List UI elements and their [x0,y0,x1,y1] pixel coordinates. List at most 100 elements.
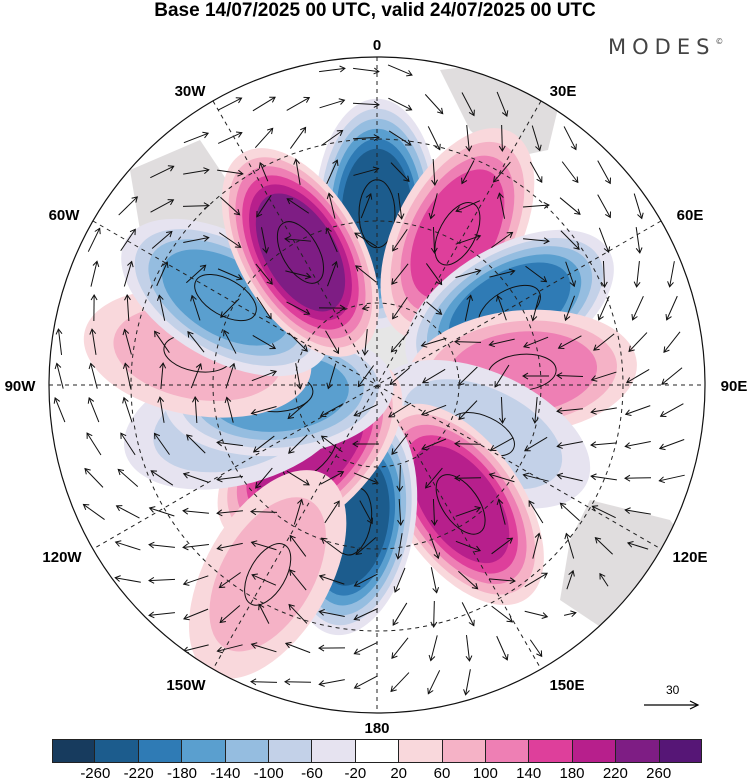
wind-vector-head [216,544,223,552]
wind-vector-head [296,383,303,390]
wind-vector-head [332,159,339,166]
wind-vector-head [474,234,482,241]
wind-vector-head [393,586,401,593]
wind-vector-head [465,655,473,662]
wind-vector [183,644,209,652]
wind-vector [491,605,513,623]
wind-vector-head [458,413,465,421]
wind-vector-head [492,176,500,183]
wind-vector-head [154,330,161,338]
wind-vector-head [431,179,438,186]
wind-vector [632,295,644,321]
wind-vector-head [468,619,475,627]
wind-vector [320,471,344,485]
wind-vector [628,332,648,352]
wind-vector-head [430,621,438,628]
wind-vector-head [270,369,278,377]
wind-vector-head [203,202,210,210]
wind-vector-head [590,473,597,481]
wind-vector [528,500,544,524]
colorbar-segment [138,739,183,763]
wind-vector [286,470,310,486]
wind-vector-head [397,519,404,526]
lon-label-150e: 150E [549,677,584,694]
colorbar-segment [442,739,487,763]
wind-vector [116,505,140,519]
wind-vector [90,261,98,287]
wind-vector-head [117,468,125,476]
reference-vector-arrow [644,700,700,710]
wind-vector-head [54,362,62,370]
wind-vector-head [353,580,361,587]
graticule [49,57,705,713]
wind-vector-head [572,176,579,184]
wind-vector [254,128,274,148]
wind-vector [565,533,575,559]
wind-vector [326,227,338,253]
wind-vector-head [182,579,190,586]
wind-vectors [53,64,685,696]
wind-vector-head [396,485,404,492]
wind-vector-head [663,346,670,353]
wind-vector-head [421,444,428,451]
wind-vector-head [120,432,127,439]
wind-vector-head [148,541,155,549]
wind-vector-head [573,243,580,250]
wind-vector-head [395,553,403,560]
wind-vector-head [433,552,441,560]
wind-vector [591,475,617,481]
colorbar-ticks: -260 -220 -180 -140 -100 -60 -20 20 60 100 140 180 2… [52,765,702,783]
wind-vector [625,405,651,415]
wind-vector-head [256,210,263,218]
wind-vector-head [148,611,155,619]
wind-vector-head [331,260,339,268]
wind-vector-head [474,545,482,553]
colorbar-segment [355,739,400,763]
wind-vector-head [127,260,134,268]
wind-vector [489,473,515,483]
wind-vector-head [559,502,567,509]
colorbar [52,739,703,763]
wind-vector [592,505,616,519]
wind-vector [522,204,550,208]
wind-vector-head [497,192,504,199]
wind-vector [498,499,506,525]
wind-vector-head [237,169,244,177]
wind-vector-head [535,144,542,152]
wind-vector [156,261,168,287]
wind-vector [557,408,583,412]
wind-vector-head [568,569,575,577]
lon-label-120e: 120E [672,549,707,566]
wind-vector-head [661,378,668,385]
wind-vector-head [389,378,396,386]
wind-vector-head [203,167,210,175]
wind-vector-head [333,347,340,355]
wind-vector [186,434,206,454]
wind-vector-head [182,543,189,551]
colorbar-segment [95,739,139,763]
wind-vector-head [353,682,361,689]
wind-vector [392,602,408,626]
wind-vector [217,441,243,447]
wind-vector [391,637,409,659]
wind-vector-head [124,294,131,301]
wind-vector-head [557,342,565,349]
wind-vector-head [488,340,496,348]
wind-vector-head [600,281,608,288]
wind-vector [427,670,441,694]
wind-vector-head [603,246,611,254]
wind-vector [464,295,472,321]
wind-vector [219,232,241,248]
wind-vector [124,329,132,355]
wind-vector-head [183,613,190,621]
wind-vector-head [373,134,380,141]
wind-vector [593,333,615,351]
wind-vector [663,331,681,353]
wind-vector [295,159,301,185]
wind-vector [465,669,471,695]
wind-vector [635,227,641,253]
wind-vector [326,159,338,185]
colorbar-tick-label: -20 [344,765,367,782]
colorbar-tick-label: -220 [123,765,154,782]
wind-vector [150,199,174,213]
